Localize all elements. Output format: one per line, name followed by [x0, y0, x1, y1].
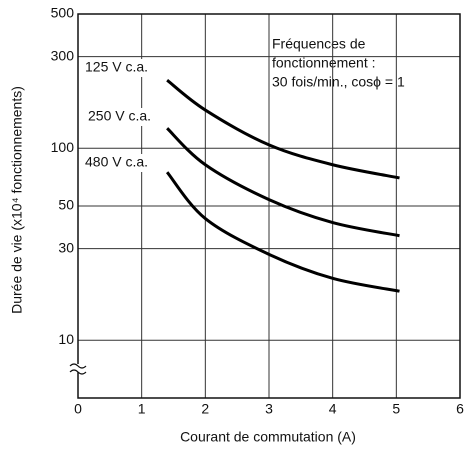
series-line	[166, 127, 400, 238]
y-tick-label: 300	[51, 47, 75, 63]
x-axis-label: Courant de commutation (A)	[180, 429, 356, 445]
y-tick-label: 30	[58, 239, 74, 255]
series-label-bg	[83, 154, 165, 172]
axis-break	[69, 363, 87, 375]
series-label-bg	[83, 59, 165, 77]
series-line	[165, 171, 400, 293]
annotation: fonctionnement :	[272, 55, 376, 71]
plot-frame	[77, 13, 461, 399]
annotation: 30 fois/min., cosϕ = 1	[272, 74, 405, 90]
series-label: 480 V c.a.	[85, 154, 148, 170]
series-label-bg	[86, 108, 168, 126]
x-tick-label: 6	[456, 401, 464, 417]
y-tick-label: 100	[51, 139, 75, 155]
annotation: Fréquences de	[272, 36, 366, 52]
y-tick-label: 500	[51, 5, 75, 21]
x-tick-label: 2	[201, 401, 209, 417]
x-tick-label: 1	[138, 401, 146, 417]
x-tick-label: 5	[392, 401, 400, 417]
series-label: 250 V c.a.	[88, 108, 151, 124]
x-tick-label: 3	[265, 401, 273, 417]
y-axis-label: Durée de vie (x10⁴ fonctionnements)	[9, 86, 25, 314]
y-tick-label: 50	[58, 197, 74, 213]
x-tick-label: 4	[329, 401, 337, 417]
y-tick-label: 10	[58, 331, 74, 347]
axis-break-gap	[72, 364, 84, 372]
x-tick-label: 0	[74, 401, 82, 417]
series-line	[166, 79, 400, 180]
series-label: 125 V c.a.	[85, 59, 148, 75]
